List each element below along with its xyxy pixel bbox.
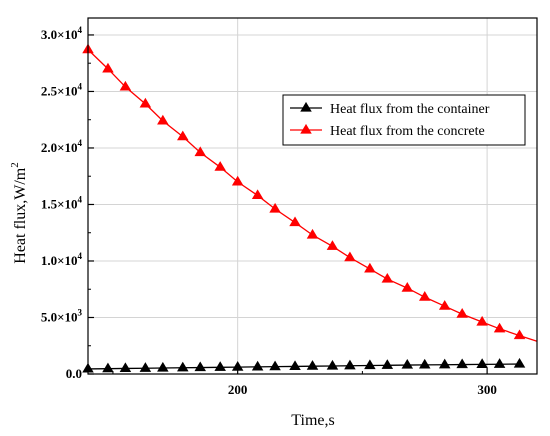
data-point-marker [418,358,431,369]
legend-label: Heat flux from the container [330,102,490,117]
data-point-marker [344,359,356,370]
data-point-marker [438,358,451,369]
legend-marker [300,123,312,134]
data-point-marker [102,62,114,73]
y-axis-title-main: Heat flux,W/m [12,167,29,264]
data-point-marker [476,358,488,368]
legend-entry: Heat flux from the container [290,101,490,117]
legend-marker [300,101,312,112]
data-point-marker [269,360,281,371]
legend-items: Heat flux from the container Heat flux fr… [290,101,490,139]
data-point-marker [381,359,394,369]
data-point-marker [251,189,264,200]
data-point-marker [194,146,207,157]
data-point-marker [194,361,207,372]
data-point-marker [306,228,319,239]
data-point-marker [438,300,451,310]
y-tick-label: 3.0×104 [41,25,83,42]
series-line [87,363,520,370]
data-point-marker [269,202,281,213]
legend-box [282,94,526,146]
data-point-marker [513,357,526,368]
y-tick-label: 1.5×104 [41,194,83,211]
x-tick-label: 200 [228,382,248,397]
data-point-marker [326,240,339,250]
y-axis-title-superscript: 2 [9,162,21,168]
data-point-marker [381,272,394,283]
data-point-marker [139,97,152,108]
y-axis-title: Heat flux,W/m2 [9,162,29,263]
data-point-marker [289,360,301,371]
plot-series [82,43,538,373]
data-point-marker [326,359,339,370]
data-point-marker [418,291,431,301]
data-point-marker [364,359,376,370]
y-tick-label: 2.5×104 [41,81,83,98]
legend: Heat flux from the container Heat flux fr… [282,94,526,146]
y-tick-label: 2.0×104 [41,138,83,155]
data-point-marker [401,358,414,369]
data-point-marker [513,329,526,340]
data-point-marker [456,358,468,369]
data-point-marker [344,251,356,262]
y-tick-label: 1.0×104 [41,251,83,268]
data-point-marker [139,362,152,372]
data-point-marker [289,216,301,227]
y-tick-label: 5.0×103 [41,307,83,324]
y-tick-label: 0.0 [66,366,82,381]
data-point-marker [214,161,226,171]
data-point-marker [119,80,132,91]
x-tick-label: 300 [477,382,497,397]
data-point-marker [493,358,506,368]
series-container [82,357,526,373]
series-line [87,49,538,342]
data-point-marker [214,361,226,371]
legend-label: Heat flux from the concrete [330,124,485,139]
plot-frame [87,17,538,375]
data-point-marker [401,282,414,292]
series-concrete [82,43,538,342]
data-point-marker [456,308,468,318]
data-point-marker [177,130,189,141]
legend-entry: Heat flux from the concrete [290,123,485,139]
axis-ticks: 200 300 0.0 5.0×103 1.0×104 1.5×104 2.0×104 2.5… [41,25,497,397]
data-point-marker [177,361,189,372]
data-point-marker [306,360,319,370]
data-point-marker [251,360,264,371]
data-point-marker [102,362,114,373]
data-point-marker [476,315,488,326]
data-point-marker [157,114,169,125]
data-point-marker [493,322,506,333]
data-point-marker [231,175,244,186]
data-point-marker [364,262,376,273]
grid-lines [88,18,537,374]
data-point-marker [119,362,132,373]
x-axis-title: Time,s [291,412,334,429]
data-point-marker [157,361,169,372]
